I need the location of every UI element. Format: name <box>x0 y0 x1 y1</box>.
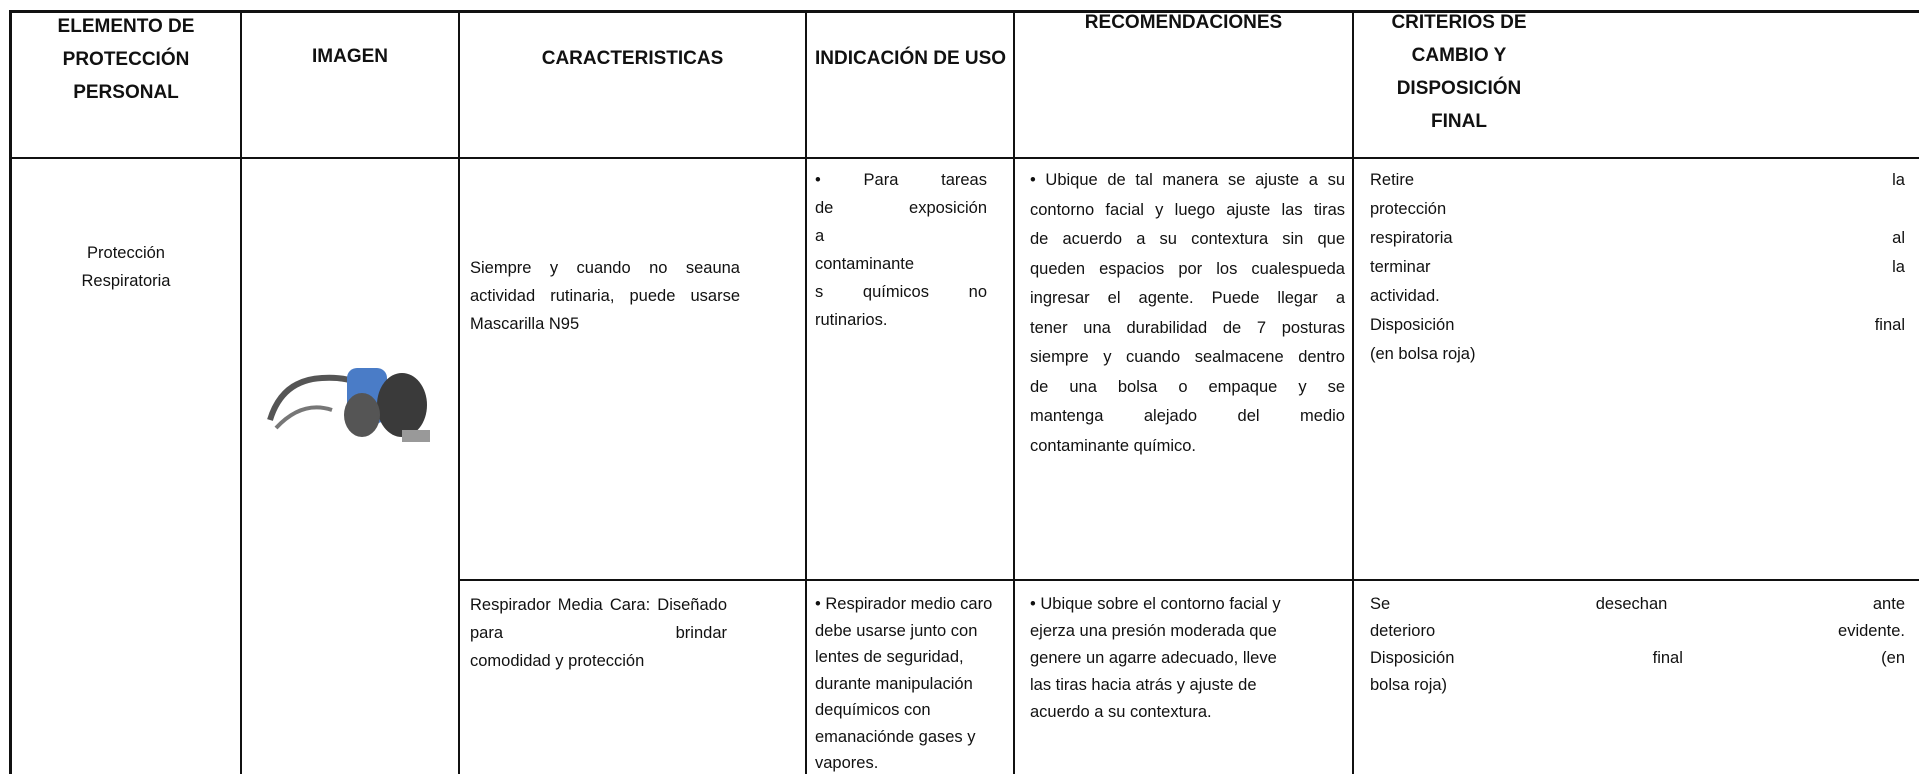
text-line: de una bolsa o empaque y se <box>1030 377 1345 396</box>
border <box>458 10 460 774</box>
text-line: durante manipulación <box>815 674 973 693</box>
text-line: Respiratoria <box>81 272 171 290</box>
text-line: mantenga alejado del medio <box>1030 407 1345 425</box>
border <box>1013 10 1015 774</box>
text-line: bolsa roja) <box>1370 676 1448 694</box>
text-line: rutinarios. <box>815 311 888 329</box>
text-line: Siempre y cuando no seauna <box>470 259 740 277</box>
text-line: contaminante químico. <box>1030 436 1197 455</box>
text-line: CARACTERISTICAS <box>541 48 724 69</box>
recommendations-cell: • Ubique sobre el contorno facial y ejerz… <box>1030 591 1345 726</box>
text-line: • Ubique sobre el contorno facial y <box>1030 595 1281 613</box>
text-line: Retire la <box>1370 171 1905 189</box>
text-line: PERSONAL <box>73 82 179 103</box>
criteria-cell: Se desechan ante deterioro evidente. Dispo… <box>1370 591 1905 699</box>
text-line: las tiras hacia atrás y ajuste de <box>1030 676 1257 694</box>
text-line: comodidad y protección <box>470 652 645 670</box>
border <box>1352 10 1354 774</box>
border <box>9 157 1919 159</box>
text-line: Protección <box>87 244 165 262</box>
text-line: respiratoria al <box>1370 229 1905 247</box>
border <box>9 10 12 774</box>
border <box>240 10 242 774</box>
text-line: RECOMENDACIONES <box>1084 12 1283 33</box>
text-line: IMAGEN <box>312 46 388 67</box>
text-line: Disposición final <box>1370 316 1905 334</box>
header-cell: RECOMENDACIONES <box>1015 6 1352 39</box>
text-line: FINAL <box>1431 111 1487 132</box>
header-cell: INDICACIÓN DE USO <box>815 42 1015 75</box>
border <box>458 579 1919 581</box>
indication-cell: • Para tareas de exposición a contaminante s… <box>815 166 987 334</box>
text-line: siempre y cuando sealmacene dentro <box>1030 348 1345 366</box>
text-line: Se desechan ante <box>1370 595 1905 613</box>
text-line: ejerza una presión moderada que <box>1030 622 1277 640</box>
text-line: emanaciónde gases y <box>815 727 976 746</box>
text-line: ELEMENTO DE <box>57 16 195 37</box>
text-line: deterioro evidente. <box>1370 622 1905 640</box>
text-line: contaminante <box>815 255 915 273</box>
recommendations-cell: • Ubique de tal manera se ajuste a su con… <box>1030 166 1345 461</box>
text-line: lentes de seguridad, <box>815 648 964 666</box>
text-line: a <box>815 227 825 245</box>
text-line: de exposición <box>815 199 987 217</box>
text-line: ingresar el agente. Puede llegar a <box>1030 289 1345 307</box>
text-line: s químicos no <box>815 283 987 301</box>
text-line: (en bolsa roja) <box>1370 345 1476 363</box>
respirator-image <box>267 368 430 442</box>
text-line: genere un agarre adecuado, lleve <box>1030 649 1277 667</box>
header-cell: ELEMENTO DE PROTECCIÓN PERSONAL <box>12 10 240 109</box>
text-line: de acuerdo a su contextura sin que <box>1030 230 1345 248</box>
characteristics-cell: Respirador Media Cara: Diseñado para brin… <box>470 591 727 675</box>
header-cell: CARACTERISTICAS <box>460 42 805 75</box>
text-line: debe usarse junto con <box>815 621 978 640</box>
border <box>805 10 807 774</box>
characteristics-cell: Siempre y cuando no seauna actividad ruti… <box>470 254 740 338</box>
text-line: vapores. <box>815 754 879 772</box>
header-cell: IMAGEN <box>242 40 458 73</box>
element-cell: Protección Respiratoria <box>12 239 240 295</box>
criteria-cell: Retire la protección respiratoria al termin… <box>1370 166 1905 369</box>
text-line: Mascarilla N95 <box>470 315 580 333</box>
text-line: actividad rutinaria, puede usarse <box>470 287 740 305</box>
indication-cell: • Respirador medio caro debe usarse junto… <box>815 591 1010 777</box>
text-line: INDICACIÓN DE USO <box>815 48 1007 69</box>
text-line: CAMBIO Y <box>1411 45 1507 66</box>
text-line: tener una durabilidad de 7 posturas <box>1030 318 1345 337</box>
text-line: Respirador Media Cara: Diseñado <box>470 596 727 614</box>
text-line: para brindar <box>470 624 727 642</box>
border <box>9 10 1919 13</box>
text-line: protección <box>1370 200 1447 218</box>
text-line: • Para tareas <box>815 171 987 189</box>
text-line: terminar la <box>1370 258 1905 276</box>
text-line: actividad. <box>1370 287 1440 305</box>
text-line: queden espacios por los cualespueda <box>1030 259 1345 278</box>
text-line: DISPOSICIÓN <box>1396 78 1522 99</box>
text-line: • Respirador medio caro <box>815 595 993 613</box>
text-line: Disposición final (en <box>1370 649 1905 667</box>
text-line: PROTECCIÓN <box>62 49 190 70</box>
text-line: dequímicos con <box>815 701 931 719</box>
text-line: CRITERIOS DE <box>1391 12 1527 33</box>
text-line: • Ubique de tal manera se ajuste a su <box>1030 171 1345 189</box>
text-line: contorno facial y luego ajuste las tiras <box>1030 200 1345 219</box>
text-line: acuerdo a su contextura. <box>1030 703 1212 721</box>
header-cell: CRITERIOS DE CAMBIO Y DISPOSICIÓN FINAL <box>1354 6 1564 138</box>
